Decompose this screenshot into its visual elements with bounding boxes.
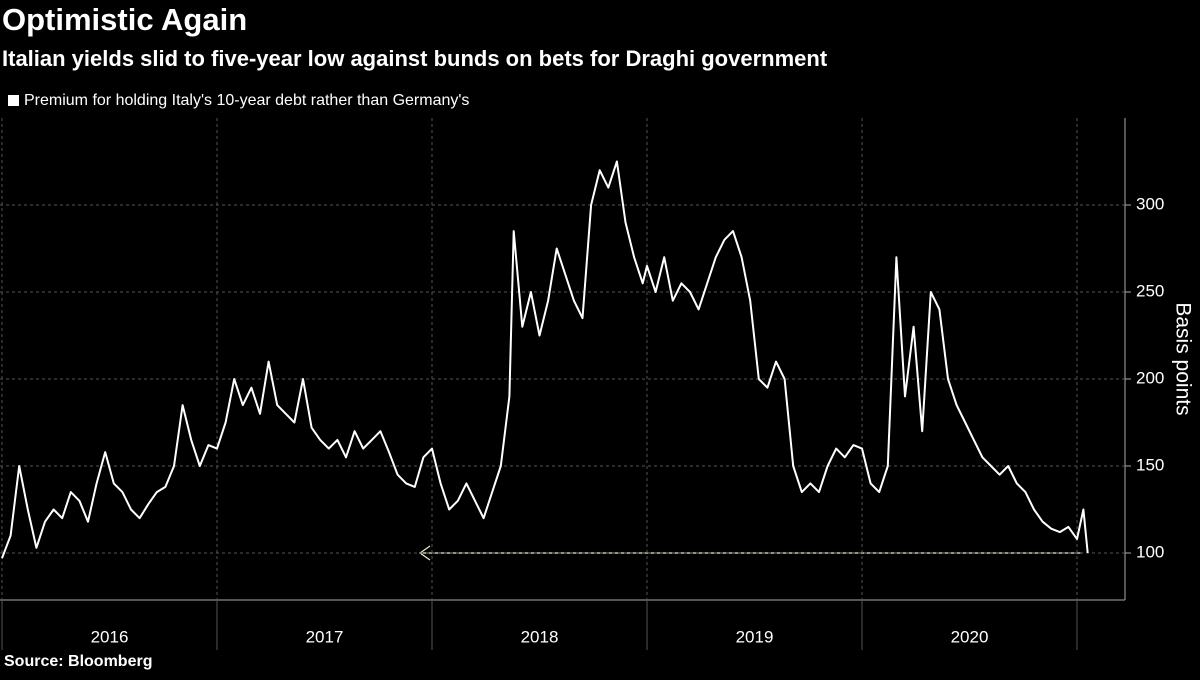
y-tick-label: 200	[1136, 368, 1164, 387]
y-tick-label: 250	[1136, 281, 1164, 300]
x-tick-label: 2016	[91, 627, 129, 646]
y-tick-label: 100	[1136, 543, 1164, 562]
x-tick-label: 2018	[521, 627, 559, 646]
y-tick-label: 300	[1136, 194, 1164, 213]
y-axis-label: Basis points	[1171, 302, 1194, 415]
y-tick-label: 150	[1136, 455, 1164, 474]
x-tick-label: 2020	[951, 627, 989, 646]
x-tick-label: 2019	[736, 627, 774, 646]
legend-swatch	[8, 95, 19, 106]
legend-label: Premium for holding Italy's 10-year debt…	[24, 92, 469, 109]
x-tick-label: 2017	[306, 627, 344, 646]
series-line	[1, 160, 1089, 559]
chart-title: Optimistic Again	[2, 2, 247, 37]
chart-subtitle: Italian yields slid to five-year low aga…	[2, 46, 828, 71]
source: Source: Bloomberg	[4, 653, 152, 670]
